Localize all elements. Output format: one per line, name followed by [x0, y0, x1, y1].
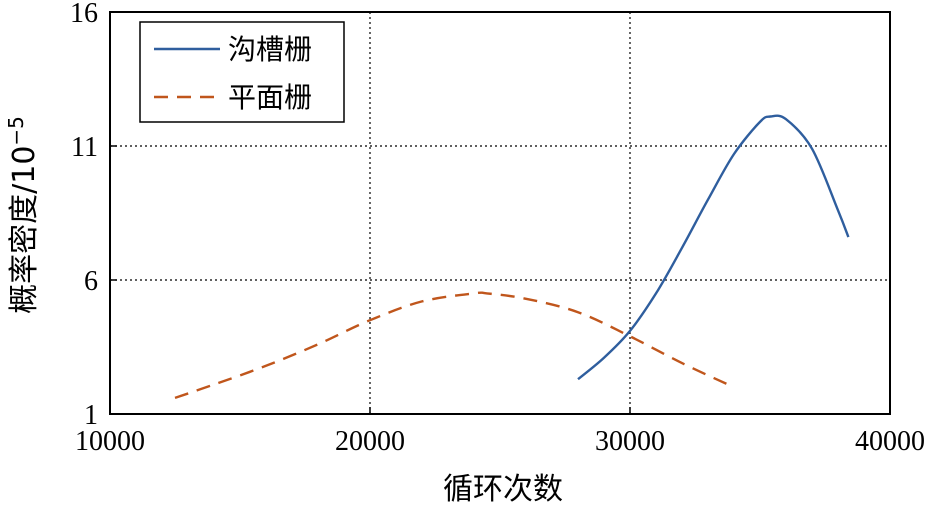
series-line-1	[174, 291, 735, 400]
grid-lines	[110, 12, 890, 414]
plot-frame	[109, 11, 891, 415]
series-line-0	[577, 114, 850, 381]
y-tick-label-1: 6	[84, 266, 98, 297]
y-tick-label-3: 16	[70, 0, 98, 29]
legend-box	[139, 21, 345, 123]
x-tick-label-0: 10000	[75, 426, 145, 457]
y-axis-title-exponent: −5	[4, 116, 28, 145]
x-tick-label-3: 40000	[855, 426, 925, 457]
x-tick-label-2: 30000	[595, 426, 665, 457]
x-axis-title: 循环次数	[443, 472, 563, 506]
y-tick-label-0: 1	[84, 400, 98, 431]
legend-label-0: 沟槽栅	[228, 33, 312, 66]
legend-label-1: 平面栅	[228, 81, 312, 114]
y-axis-title: 概率密度/10−5	[4, 116, 42, 314]
series-lines	[174, 114, 850, 400]
y-axis-title-text: 概率密度/10	[7, 146, 42, 314]
y-tick-label-2: 11	[71, 132, 98, 163]
x-tick-label-1: 20000	[335, 426, 405, 457]
